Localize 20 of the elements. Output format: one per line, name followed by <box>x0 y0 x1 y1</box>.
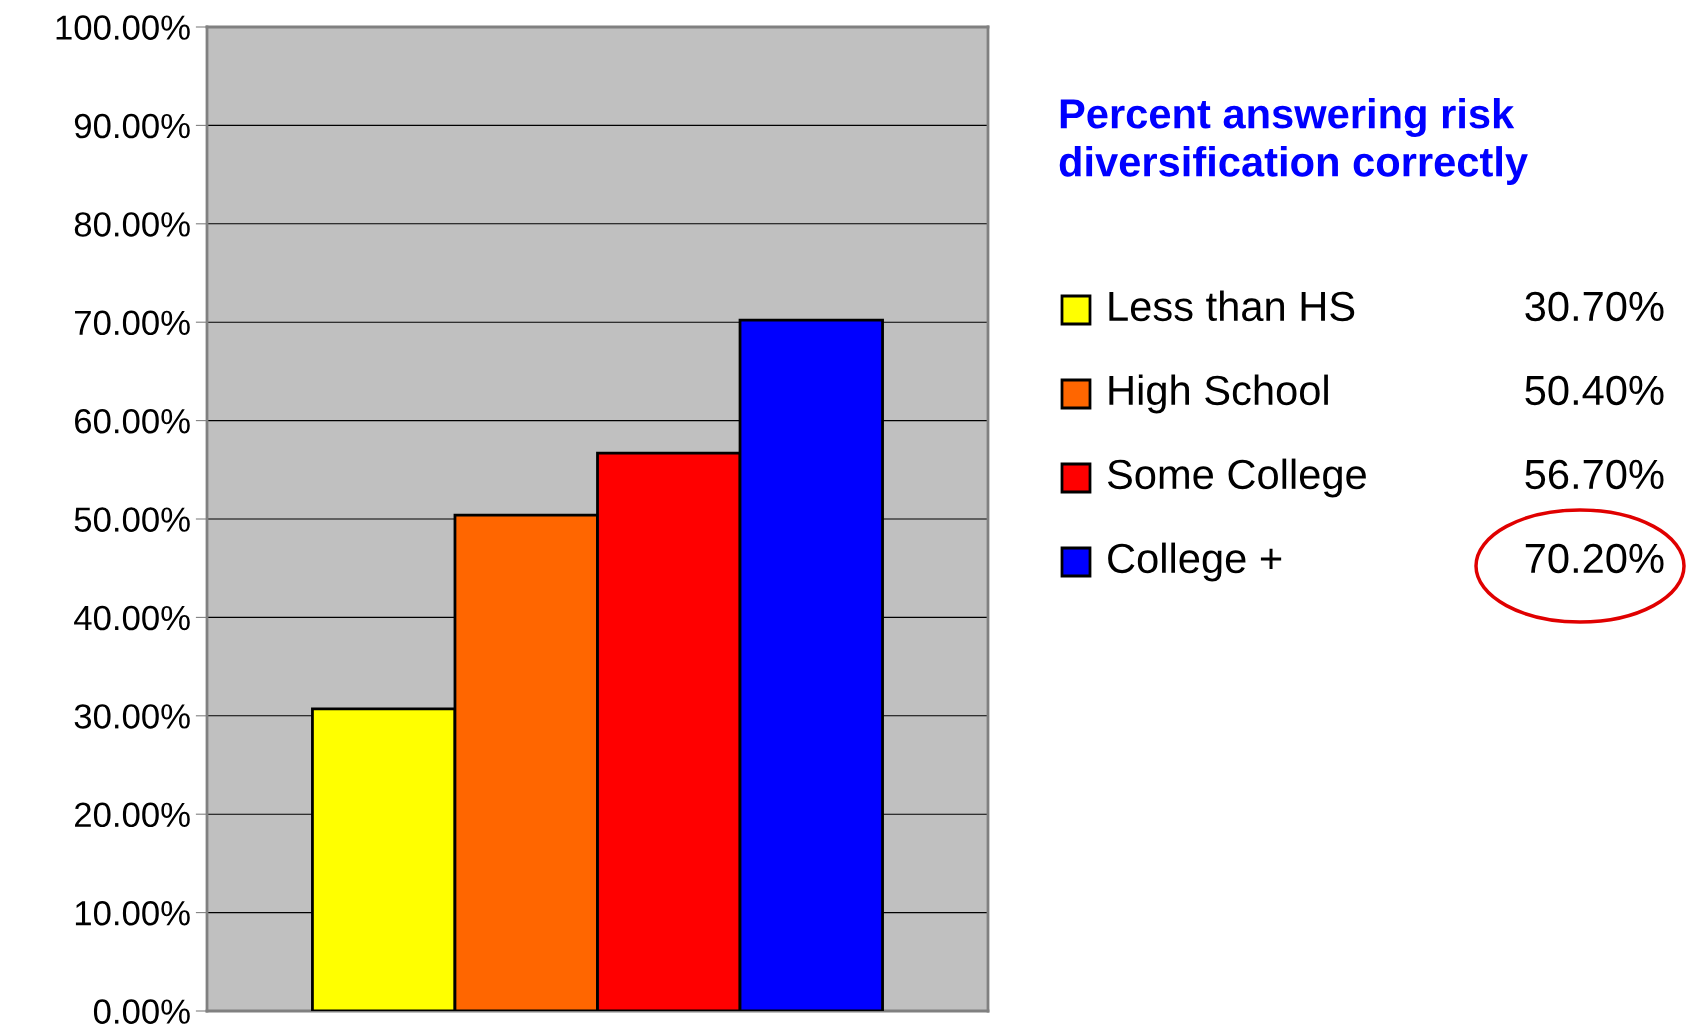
y-tick-label: 100.00% <box>56 15 190 40</box>
y-tick-label: 30.00% <box>74 704 190 729</box>
y-tick-label: 50.00% <box>74 507 190 532</box>
text: 56.70% <box>1525 459 1664 490</box>
y-tick-label: 60.00% <box>75 408 190 434</box>
y-tick-label: 90.00% <box>74 113 190 139</box>
text: Percent answering risk diversification correctly <box>1059 98 1528 185</box>
y-tick-label: 10.00% <box>75 900 190 926</box>
legend-label: Less than HS <box>1109 290 1355 322</box>
y-tick-label: 40.00% <box>74 605 190 631</box>
text: 30.70% <box>1525 291 1664 322</box>
y-tick-label: 70.00% <box>75 310 190 336</box>
y-tick-label: 20.00% <box>75 802 190 828</box>
text: 50.40% <box>1525 375 1664 406</box>
legend-label: Some College <box>1107 458 1366 498</box>
y-tick-label: 80.00% <box>74 212 190 237</box>
y-tick-label: 0.00% <box>93 999 190 1024</box>
legend-label: High School <box>1109 374 1328 414</box>
legend-label: College + <box>1108 542 1282 582</box>
text: 70.20% <box>1525 543 1664 574</box>
